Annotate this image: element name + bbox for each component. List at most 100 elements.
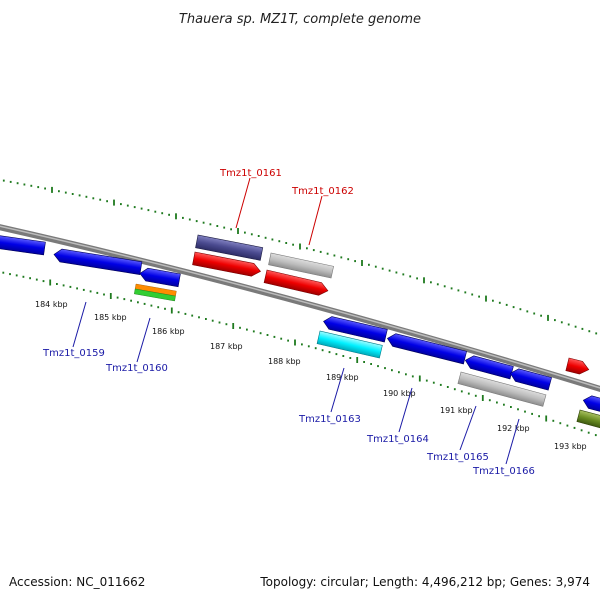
- gene-offscreen-left-arrow[interactable]: [0, 234, 46, 256]
- leader-line: [72, 301, 87, 348]
- minor-tick: [594, 434, 597, 437]
- gene-tmz1t-0162-arrow[interactable]: [268, 252, 334, 279]
- minor-tick: [250, 233, 253, 236]
- minor-tick: [416, 277, 418, 280]
- gene-tmz1t-0163-arrow[interactable]: [322, 315, 388, 343]
- major-tick: [294, 339, 296, 346]
- gene-tmz1t-0163-feature-bar[interactable]: [316, 330, 383, 359]
- minor-tick: [492, 299, 494, 302]
- minor-tick: [76, 287, 78, 290]
- gene-tmz1t-0164-arrow[interactable]: [386, 332, 467, 365]
- major-tick: [51, 186, 53, 193]
- gene-offscreen-right-feature-bar[interactable]: [576, 409, 600, 430]
- minor-tick: [182, 216, 184, 219]
- gene-tmz1t-0165-feature-bar[interactable]: [457, 371, 547, 407]
- minor-tick: [273, 335, 276, 338]
- minor-tick: [595, 332, 598, 335]
- minor-tick: [319, 250, 322, 253]
- minor-tick: [195, 220, 198, 223]
- minor-tick: [82, 288, 85, 291]
- minor-tick: [71, 193, 74, 195]
- minor-tick: [478, 295, 480, 298]
- scale-label: 185 kbp: [94, 313, 127, 322]
- minor-tick: [35, 278, 38, 281]
- minor-tick: [510, 406, 512, 408]
- gene-tmz1t-0165-arrow[interactable]: [464, 354, 514, 380]
- minor-tick: [430, 281, 432, 284]
- minor-tick: [257, 235, 260, 237]
- minor-tick: [425, 379, 428, 382]
- minor-tick: [42, 280, 45, 283]
- leader-line: [330, 367, 345, 413]
- minor-tick: [498, 301, 501, 304]
- minor-tick: [92, 197, 95, 200]
- gene-tmz1t-0162-cds-arrow[interactable]: [263, 269, 329, 297]
- gene-label-tmz1t-0166[interactable]: Tmz1t_0166: [472, 466, 535, 477]
- minor-tick: [44, 187, 46, 190]
- minor-tick: [123, 298, 126, 301]
- minor-tick: [69, 285, 72, 288]
- gene-tmz1t-0161-cds-arrow[interactable]: [192, 251, 262, 278]
- gene-label-tmz1t-0159[interactable]: Tmz1t_0159: [42, 348, 105, 359]
- scale-label: 193 kbp: [554, 442, 587, 451]
- minor-tick: [368, 263, 370, 266]
- minor-tick: [106, 200, 108, 203]
- major-tick: [170, 307, 173, 314]
- gene-tmz1t-0159-arrow[interactable]: [53, 248, 143, 275]
- scale-label: 186 kbp: [152, 327, 185, 336]
- gene-tmz1t-0166-arrow[interactable]: [509, 367, 552, 391]
- minor-tick: [157, 306, 160, 309]
- minor-tick: [517, 408, 519, 411]
- genome-summary-text: Topology: circular; Length: 4,496,212 bp…: [259, 575, 590, 589]
- minor-tick: [191, 314, 194, 317]
- minor-tick: [471, 293, 474, 296]
- minor-tick: [133, 206, 136, 209]
- gene-label-tmz1t-0165[interactable]: Tmz1t_0165: [426, 452, 489, 463]
- scale-label: 187 kbp: [210, 342, 243, 351]
- minor-tick: [22, 275, 25, 278]
- minor-tick: [64, 191, 67, 194]
- leader-line: [235, 177, 251, 229]
- minor-tick: [388, 269, 391, 272]
- minor-tick: [184, 312, 187, 315]
- gene-tmz1t-0161-arrow[interactable]: [195, 234, 264, 261]
- minor-tick: [96, 291, 99, 294]
- minor-tick: [89, 290, 92, 293]
- gene-offscreen-right-arrow[interactable]: [565, 357, 590, 376]
- minor-tick: [398, 371, 400, 374]
- minor-tick: [439, 383, 442, 386]
- minor-tick: [450, 287, 453, 290]
- gene-label-tmz1t-0161[interactable]: Tmz1t_0161: [219, 168, 282, 179]
- minor-tick: [538, 415, 540, 418]
- minor-tick: [116, 296, 119, 299]
- minor-tick: [306, 247, 308, 250]
- gene-label-tmz1t-0163[interactable]: Tmz1t_0163: [298, 414, 361, 425]
- leader-line: [398, 387, 413, 433]
- major-tick: [237, 228, 239, 234]
- minor-tick: [370, 363, 372, 365]
- minor-tick: [280, 337, 283, 340]
- minor-tick: [587, 431, 590, 434]
- gene-label-tmz1t-0162[interactable]: Tmz1t_0162: [291, 186, 354, 197]
- reverse-gene-labels: Tmz1t_0159 Tmz1t_0160 Tmz1t_0163 Tmz1t_0…: [42, 301, 535, 477]
- minor-tick: [405, 373, 407, 376]
- gene-tmz1t-0160-arrow[interactable]: [139, 267, 181, 288]
- major-tick: [356, 357, 359, 363]
- minor-tick: [266, 334, 269, 336]
- minor-tick: [223, 226, 226, 229]
- forward-gene-labels: Tmz1t_0161 Tmz1t_0162: [219, 168, 354, 246]
- minor-tick: [512, 306, 515, 309]
- minor-tick: [271, 238, 274, 241]
- gene-tmz1t-0160-feature-bars[interactable]: [134, 283, 177, 302]
- minor-tick: [335, 353, 338, 356]
- minor-tick: [143, 302, 146, 305]
- minor-tick: [554, 319, 556, 322]
- reverse-strand-features: [0, 234, 600, 430]
- minor-tick: [16, 182, 19, 185]
- gene-label-tmz1t-0160[interactable]: Tmz1t_0160: [105, 363, 168, 374]
- gene-label-tmz1t-0164[interactable]: Tmz1t_0164: [366, 434, 429, 445]
- minor-tick: [209, 223, 212, 226]
- minor-tick: [37, 186, 40, 189]
- minor-tick: [326, 252, 329, 255]
